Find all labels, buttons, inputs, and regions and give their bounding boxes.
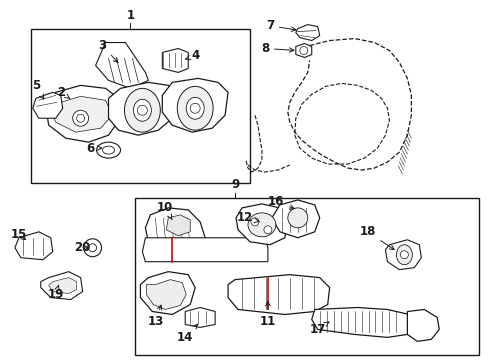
Text: 7: 7 [265, 19, 295, 32]
Text: 9: 9 [230, 179, 239, 192]
Text: 5: 5 [32, 79, 44, 99]
Text: 2: 2 [57, 86, 70, 99]
Bar [31, 28, 249, 183]
Text: 16: 16 [267, 195, 294, 209]
Ellipse shape [88, 244, 96, 252]
Ellipse shape [396, 245, 411, 265]
Text: 12: 12 [236, 211, 259, 224]
Circle shape [400, 251, 407, 259]
Polygon shape [142, 238, 267, 262]
Polygon shape [295, 44, 311, 58]
Polygon shape [407, 310, 438, 341]
Polygon shape [33, 92, 62, 118]
Polygon shape [95, 42, 148, 88]
Text: 1: 1 [126, 9, 134, 22]
Text: 18: 18 [359, 225, 393, 249]
Polygon shape [385, 240, 421, 270]
Bar [135, 198, 478, 355]
Ellipse shape [177, 86, 213, 130]
Ellipse shape [299, 46, 307, 54]
Polygon shape [146, 280, 186, 310]
Polygon shape [236, 204, 287, 245]
Polygon shape [41, 272, 82, 300]
Text: 3: 3 [98, 39, 118, 63]
Polygon shape [140, 272, 195, 315]
Text: 4: 4 [185, 49, 199, 62]
Text: 20: 20 [74, 241, 91, 254]
Text: 19: 19 [47, 285, 64, 301]
Polygon shape [108, 82, 175, 135]
Text: 13: 13 [147, 305, 163, 328]
Ellipse shape [287, 208, 307, 228]
Polygon shape [271, 200, 319, 238]
Polygon shape [49, 278, 77, 293]
Ellipse shape [83, 239, 102, 257]
Ellipse shape [124, 88, 160, 132]
Polygon shape [51, 96, 112, 132]
Polygon shape [15, 232, 53, 260]
Circle shape [77, 114, 84, 122]
Ellipse shape [96, 142, 120, 158]
Text: 6: 6 [86, 141, 102, 155]
Text: 11: 11 [259, 301, 275, 328]
Polygon shape [227, 275, 329, 315]
Text: 15: 15 [11, 228, 27, 241]
Circle shape [137, 105, 147, 115]
Polygon shape [162, 49, 188, 72]
Polygon shape [311, 307, 413, 337]
Polygon shape [162, 78, 227, 132]
Polygon shape [185, 307, 215, 328]
Text: 10: 10 [157, 201, 173, 220]
Text: 14: 14 [177, 324, 197, 344]
Circle shape [73, 110, 88, 126]
Ellipse shape [133, 99, 151, 121]
Polygon shape [145, 208, 205, 258]
Ellipse shape [186, 97, 203, 119]
Polygon shape [46, 85, 120, 142]
Circle shape [190, 103, 200, 113]
Circle shape [250, 218, 259, 226]
Ellipse shape [247, 213, 275, 237]
Text: 17: 17 [309, 322, 328, 336]
Circle shape [264, 226, 271, 234]
Polygon shape [295, 24, 319, 41]
Text: 8: 8 [260, 42, 293, 55]
Ellipse shape [102, 146, 114, 154]
Polygon shape [166, 215, 190, 236]
